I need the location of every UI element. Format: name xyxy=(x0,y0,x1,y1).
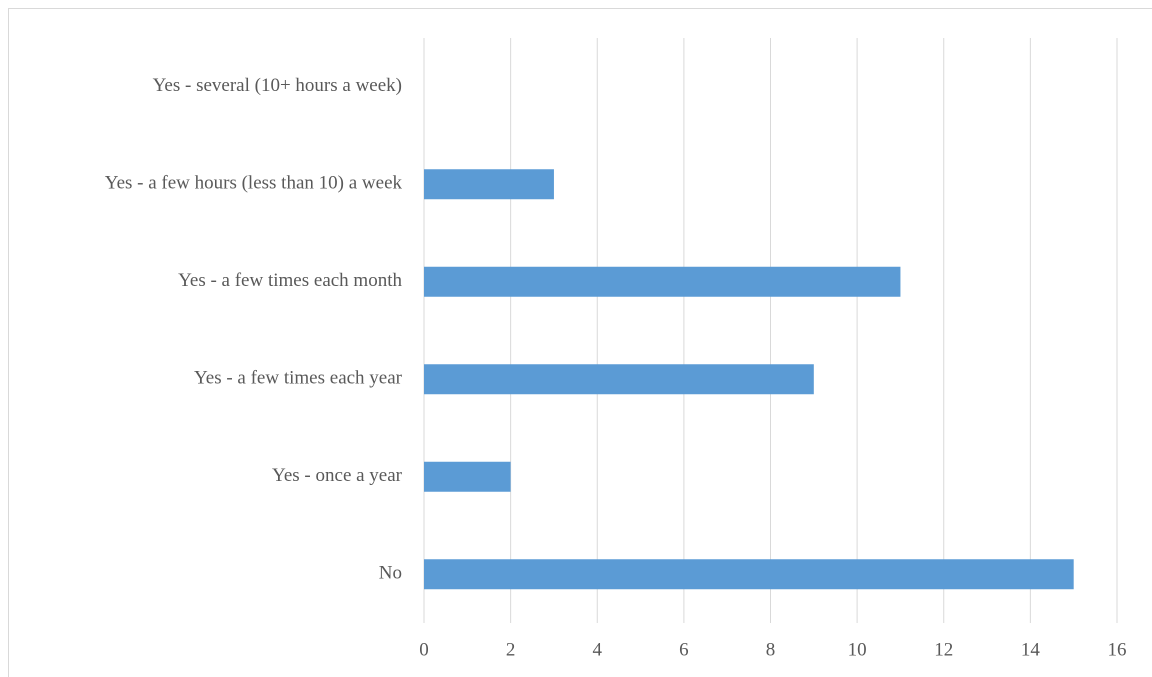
x-tick-label: 4 xyxy=(593,639,603,660)
x-tick-label: 2 xyxy=(506,639,516,660)
x-tick-label: 0 xyxy=(419,639,429,660)
bar xyxy=(424,364,814,395)
x-tick-label: 10 xyxy=(848,639,867,660)
y-tick-label: Yes - a few hours (less than 10) a week xyxy=(105,173,403,194)
x-tick-label: 12 xyxy=(934,639,953,660)
y-tick-label: Yes - a few times each month xyxy=(178,270,402,291)
bar xyxy=(424,559,1074,590)
y-tick-label: Yes - several (10+ hours a week) xyxy=(153,75,402,96)
x-tick-label: 6 xyxy=(679,639,689,660)
bar xyxy=(424,169,554,200)
x-tick-label: 16 xyxy=(1108,639,1127,660)
bar xyxy=(424,461,511,492)
x-tick-label: 8 xyxy=(766,639,776,660)
y-tick-label: Yes - a few times each year xyxy=(194,368,403,389)
y-tick-label: Yes - once a year xyxy=(272,465,403,486)
bar xyxy=(424,266,901,297)
x-tick-label: 14 xyxy=(1021,639,1041,660)
y-tick-label: No xyxy=(379,563,402,584)
chart-frame xyxy=(8,8,1152,677)
